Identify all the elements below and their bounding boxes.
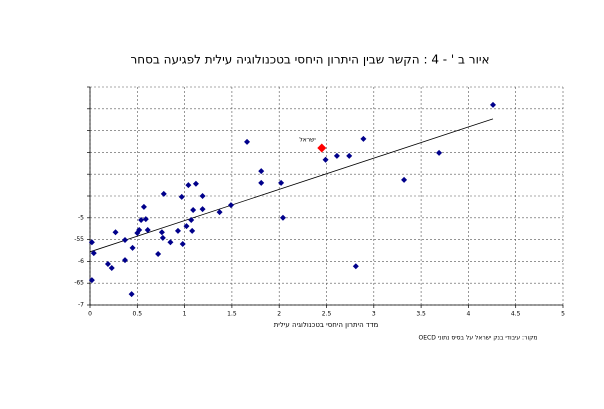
x-tick-label: 5 xyxy=(561,311,565,318)
point xyxy=(190,206,197,213)
x-tick-label: 2 xyxy=(277,311,281,318)
point xyxy=(167,239,174,246)
point xyxy=(155,250,162,257)
x-tick-label: 0 xyxy=(88,311,92,318)
point xyxy=(160,190,167,197)
point xyxy=(185,182,192,189)
point xyxy=(134,230,141,237)
point xyxy=(352,263,359,270)
point xyxy=(108,264,115,271)
point xyxy=(360,135,367,142)
point xyxy=(122,237,129,244)
point xyxy=(199,206,206,213)
point xyxy=(129,244,136,251)
point xyxy=(159,234,166,241)
x-tick-label: 4.5 xyxy=(511,311,521,318)
point xyxy=(216,209,223,216)
point xyxy=(183,223,190,230)
point xyxy=(322,156,329,163)
chart-title: איור ב ' - 4 : הקשר שבין היתרון היחסי בט… xyxy=(130,53,489,67)
point xyxy=(258,179,265,186)
point xyxy=(401,176,408,183)
y-tick-label: -55 xyxy=(74,236,84,243)
source-note: מקור: עיבודי בנק ישראל על בסיס נתוני OEC… xyxy=(419,335,538,342)
point xyxy=(192,180,199,187)
x-tick-label: 3 xyxy=(372,311,376,318)
point xyxy=(128,291,135,298)
point xyxy=(178,193,185,200)
y-tick-label: -65 xyxy=(74,280,84,287)
point xyxy=(88,239,95,246)
x-tick-label: 4 xyxy=(466,311,470,318)
y-tick-label: -6 xyxy=(78,258,84,265)
point xyxy=(144,227,151,234)
trendline xyxy=(89,118,494,253)
point xyxy=(189,227,196,234)
point xyxy=(90,250,97,257)
point xyxy=(279,214,286,221)
x-tick-label: 1 xyxy=(183,311,187,318)
x-axis-label: מדד היתרון היחסי בטכנולוגיה עילית xyxy=(274,321,379,329)
point xyxy=(258,168,265,175)
point xyxy=(489,101,496,108)
point xyxy=(199,193,206,199)
point xyxy=(188,216,195,223)
point-label: ישראל xyxy=(299,137,315,144)
point xyxy=(142,216,149,223)
y-tick-label: -5 xyxy=(78,214,84,221)
point xyxy=(244,138,251,145)
point xyxy=(317,143,327,153)
point xyxy=(174,227,181,234)
point xyxy=(122,257,129,264)
point xyxy=(88,277,95,284)
point xyxy=(436,149,443,156)
y-tick-label: -7 xyxy=(78,302,84,309)
point xyxy=(179,240,186,247)
point xyxy=(346,152,353,159)
x-tick-label: 1.5 xyxy=(227,311,237,318)
point xyxy=(158,229,165,236)
point xyxy=(227,202,234,209)
point xyxy=(104,261,111,268)
point xyxy=(278,179,285,186)
point xyxy=(333,152,340,159)
x-tick-label: 2.5 xyxy=(322,311,332,318)
x-tick-label: 0.5 xyxy=(133,311,143,318)
x-tick-label: 3.5 xyxy=(416,311,426,318)
point xyxy=(112,229,119,236)
point xyxy=(138,216,145,223)
point xyxy=(140,203,147,210)
